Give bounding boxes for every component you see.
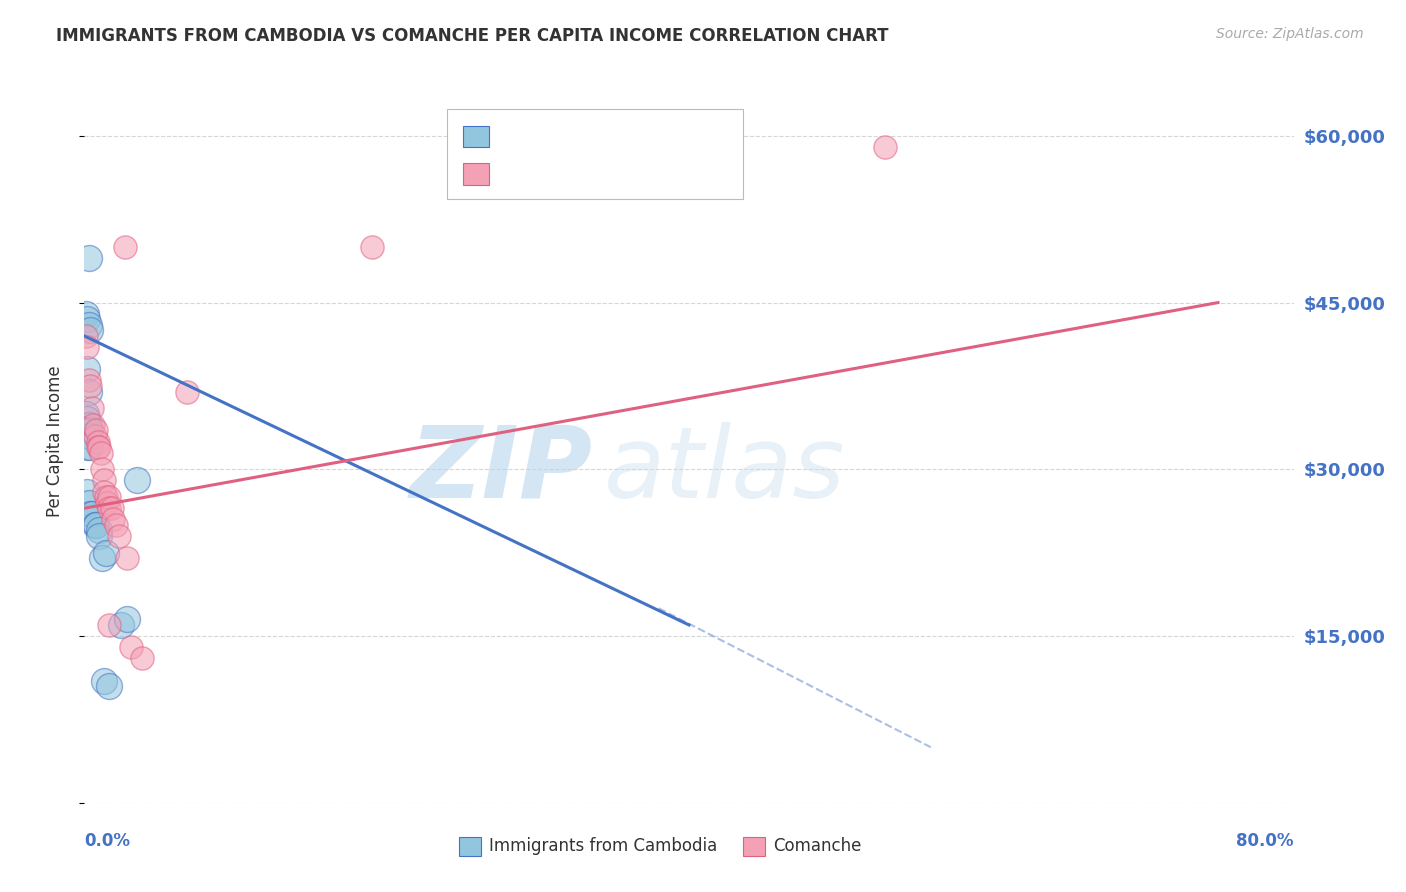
- Point: [86, 424, 108, 438]
- Point: [76, 312, 98, 326]
- Point: [76, 484, 98, 499]
- Text: atlas: atlas: [605, 422, 846, 519]
- Point: [97, 501, 120, 516]
- Point: [127, 474, 149, 488]
- Point: [115, 612, 138, 626]
- Point: [80, 401, 103, 416]
- Y-axis label: Per Capita Income: Per Capita Income: [45, 366, 63, 517]
- Point: [89, 440, 111, 454]
- Point: [101, 512, 124, 526]
- Text: IMMIGRANTS FROM CAMBODIA VS COMANCHE PER CAPITA INCOME CORRELATION CHART: IMMIGRANTS FROM CAMBODIA VS COMANCHE PER…: [56, 27, 889, 45]
- Point: [84, 429, 107, 443]
- Point: [76, 440, 98, 454]
- Point: [114, 240, 136, 254]
- Point: [87, 434, 110, 449]
- Point: [120, 640, 142, 655]
- Point: [97, 618, 120, 632]
- Bar: [463, 126, 489, 147]
- Point: [96, 496, 118, 510]
- Bar: [460, 838, 481, 855]
- Point: [93, 673, 115, 688]
- Point: [105, 517, 128, 532]
- Point: [75, 329, 97, 343]
- Point: [76, 412, 98, 426]
- Point: [77, 417, 100, 432]
- Point: [75, 307, 97, 321]
- Point: [89, 524, 111, 538]
- Point: [115, 551, 138, 566]
- Text: N = 31: N = 31: [616, 167, 676, 182]
- Point: [93, 474, 115, 488]
- FancyBboxPatch shape: [447, 109, 744, 200]
- Point: [77, 318, 100, 332]
- Text: Immigrants from Cambodia: Immigrants from Cambodia: [489, 838, 717, 855]
- Text: Source: ZipAtlas.com: Source: ZipAtlas.com: [1216, 27, 1364, 41]
- Point: [90, 445, 112, 459]
- Text: 80.0%: 80.0%: [1236, 831, 1294, 850]
- Point: [79, 323, 101, 337]
- Bar: [463, 163, 489, 185]
- Point: [84, 517, 107, 532]
- Point: [97, 679, 120, 693]
- Point: [79, 440, 101, 454]
- Point: [79, 424, 101, 438]
- Point: [76, 340, 98, 354]
- Point: [82, 417, 104, 432]
- Point: [360, 240, 382, 254]
- Point: [77, 384, 100, 399]
- Point: [100, 501, 122, 516]
- Point: [77, 373, 100, 387]
- Point: [87, 440, 110, 454]
- Point: [80, 507, 103, 521]
- Point: [176, 384, 198, 399]
- Text: N = 29: N = 29: [616, 129, 676, 145]
- Point: [79, 379, 101, 393]
- Point: [93, 484, 115, 499]
- Point: [89, 529, 111, 543]
- Point: [131, 651, 153, 665]
- Point: [94, 546, 117, 560]
- Bar: [744, 838, 765, 855]
- Text: Comanche: Comanche: [773, 838, 862, 855]
- Point: [79, 507, 101, 521]
- Point: [76, 362, 98, 376]
- Point: [75, 407, 97, 421]
- Text: ZIP: ZIP: [409, 422, 592, 519]
- Text: 0.0%: 0.0%: [84, 831, 131, 850]
- Text: R =  0.352: R = 0.352: [499, 167, 592, 182]
- Point: [110, 618, 132, 632]
- Point: [97, 490, 120, 504]
- Point: [108, 529, 131, 543]
- Point: [77, 496, 100, 510]
- Point: [94, 490, 117, 504]
- Text: R = -0.519: R = -0.519: [499, 129, 593, 145]
- Point: [77, 251, 100, 265]
- Point: [86, 517, 108, 532]
- Point: [77, 429, 100, 443]
- Point: [91, 551, 114, 566]
- Point: [875, 140, 897, 154]
- Point: [91, 462, 114, 476]
